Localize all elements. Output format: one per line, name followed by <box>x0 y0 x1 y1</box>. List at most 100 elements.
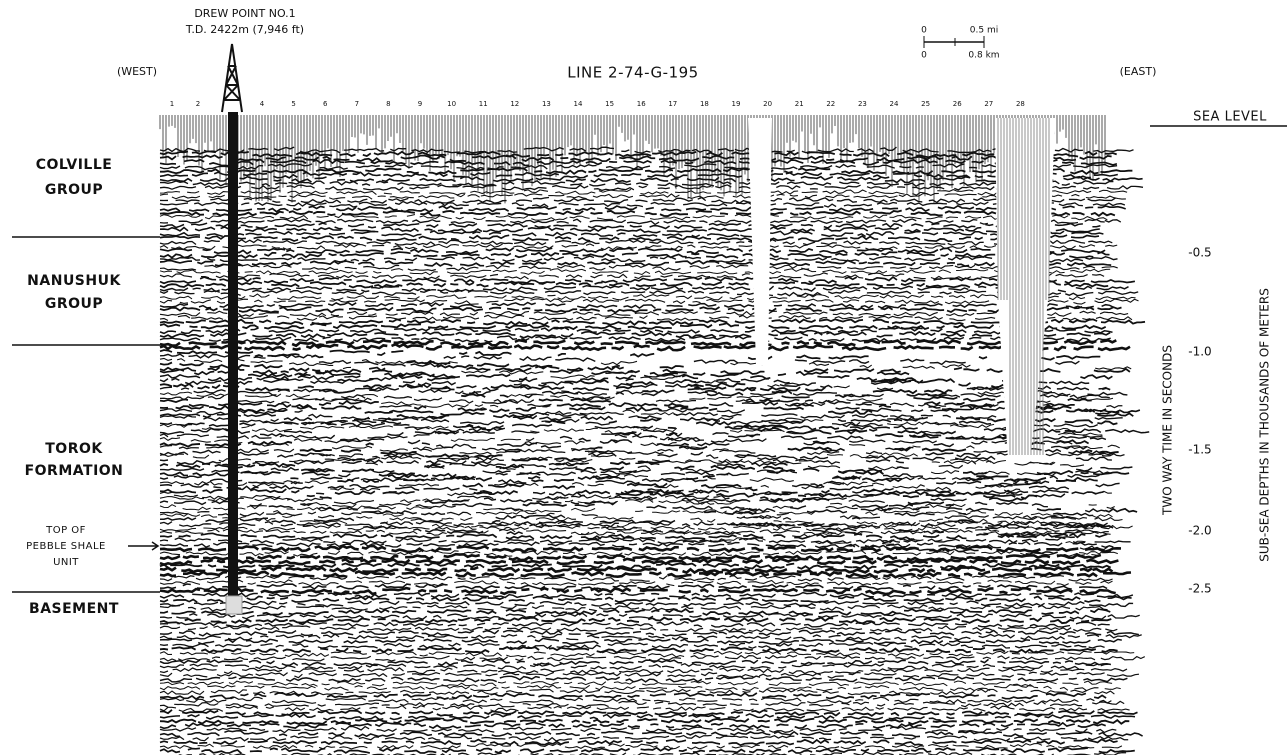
scale-km: 0.8 km <box>968 51 999 61</box>
reflector <box>159 395 1123 438</box>
formation-label: PEBBLE SHALE <box>26 541 106 552</box>
reflector <box>159 146 1134 154</box>
reflector <box>159 658 1112 667</box>
reflector <box>159 557 1119 567</box>
mute-traces <box>997 118 1050 455</box>
scale-km-zero: 0 <box>921 51 927 61</box>
reflector <box>159 310 1129 317</box>
reflector <box>159 238 1113 246</box>
line-title: LINE 2-74-G-195 <box>567 64 698 82</box>
reflector <box>159 298 1139 305</box>
reflector <box>159 565 1114 575</box>
reflector <box>159 427 1107 464</box>
reflector <box>159 342 1131 352</box>
shotpoint-label: 13 <box>542 100 551 108</box>
reflector <box>159 680 1113 687</box>
reflector <box>159 209 1116 217</box>
reflector <box>159 293 1136 301</box>
mute-zone <box>748 118 772 365</box>
formation-label: GROUP <box>45 296 103 312</box>
reflector <box>159 721 1106 730</box>
shotpoint-label: 28 <box>1016 100 1025 108</box>
depth-label: -1.5 <box>1188 443 1211 457</box>
depth-label: -2.5 <box>1188 582 1211 596</box>
derrick <box>221 43 243 113</box>
reflector <box>159 675 1128 683</box>
shotpoint-label: 26 <box>953 100 962 108</box>
reflector <box>159 738 1118 747</box>
reflector <box>159 562 1112 571</box>
seismic-section <box>159 115 1150 755</box>
reflector <box>159 595 1132 604</box>
reflector <box>159 600 1134 608</box>
shotpoint-label: 18 <box>700 100 709 108</box>
reflector <box>159 532 1108 541</box>
east-label: (EAST) <box>1120 65 1157 78</box>
reflector <box>159 704 1130 713</box>
formation-label: UNIT <box>53 557 79 568</box>
reflector <box>159 259 1112 268</box>
shotpoint-label: 4 <box>260 100 265 108</box>
reflector <box>159 386 1110 422</box>
reflector <box>159 513 1112 555</box>
formation-label: COLVILLE <box>36 157 113 173</box>
reflector <box>159 480 1123 522</box>
well-td: T.D. 2422m (7,946 ft) <box>185 23 304 36</box>
shotpoint-label: 9 <box>418 100 422 108</box>
reflector <box>159 620 1110 628</box>
reflector <box>159 641 1105 650</box>
shotpoint-label: 25 <box>921 100 930 108</box>
depth-label: -2.0 <box>1188 524 1211 538</box>
formation-label: TOROK <box>45 441 103 457</box>
formation-label: TOP OF <box>45 525 86 536</box>
reflector <box>159 591 1134 599</box>
formation-label: BASEMENT <box>29 601 119 617</box>
reflector <box>159 234 1100 243</box>
reflector <box>159 524 1133 532</box>
well-bore <box>228 112 238 598</box>
derrick-icon <box>221 43 243 113</box>
west-label: (WEST) <box>117 65 157 78</box>
reflector <box>159 408 1123 450</box>
reflector <box>159 544 1122 554</box>
reflector <box>159 268 1111 276</box>
reflector <box>159 637 1122 645</box>
reflector <box>159 549 1118 557</box>
formation-label: FORMATION <box>25 463 124 479</box>
shotpoint-label: 8 <box>386 100 390 108</box>
reflector <box>159 586 1116 596</box>
shotpoint-label: 19 <box>732 100 741 108</box>
reflector <box>159 700 1125 708</box>
reflector <box>159 742 1123 750</box>
reflector <box>159 196 1116 205</box>
reflector <box>159 423 1103 465</box>
reflector <box>159 357 1132 400</box>
reflector <box>159 504 1113 544</box>
reflector <box>159 645 1118 654</box>
reflector <box>159 612 1140 620</box>
pebble-arrow <box>128 541 160 551</box>
reflector <box>159 746 1135 755</box>
reflector <box>159 683 1121 692</box>
shotpoint-label: 21 <box>795 100 804 108</box>
shotpoint-label: 23 <box>858 100 867 108</box>
reflector <box>159 391 1114 432</box>
well-name: DREW POINT NO.1 <box>194 7 295 20</box>
formation-label: GROUP <box>45 182 103 198</box>
well-base <box>225 595 243 615</box>
reflector <box>159 301 1114 310</box>
reflector <box>159 213 1108 221</box>
reflector <box>159 230 1104 238</box>
reflector <box>159 184 1144 192</box>
reflector <box>159 667 1128 675</box>
shotpoint-label: 2 <box>196 100 200 108</box>
reflector <box>159 625 1118 633</box>
reflector <box>159 604 1108 612</box>
reflector <box>159 188 1128 196</box>
sea-level: SEA LEVEL <box>1193 110 1267 125</box>
shotpoint-label: 22 <box>826 100 835 108</box>
reflector <box>159 662 1109 671</box>
reflector <box>159 483 1104 517</box>
depth-label: -1.0 <box>1188 345 1211 359</box>
